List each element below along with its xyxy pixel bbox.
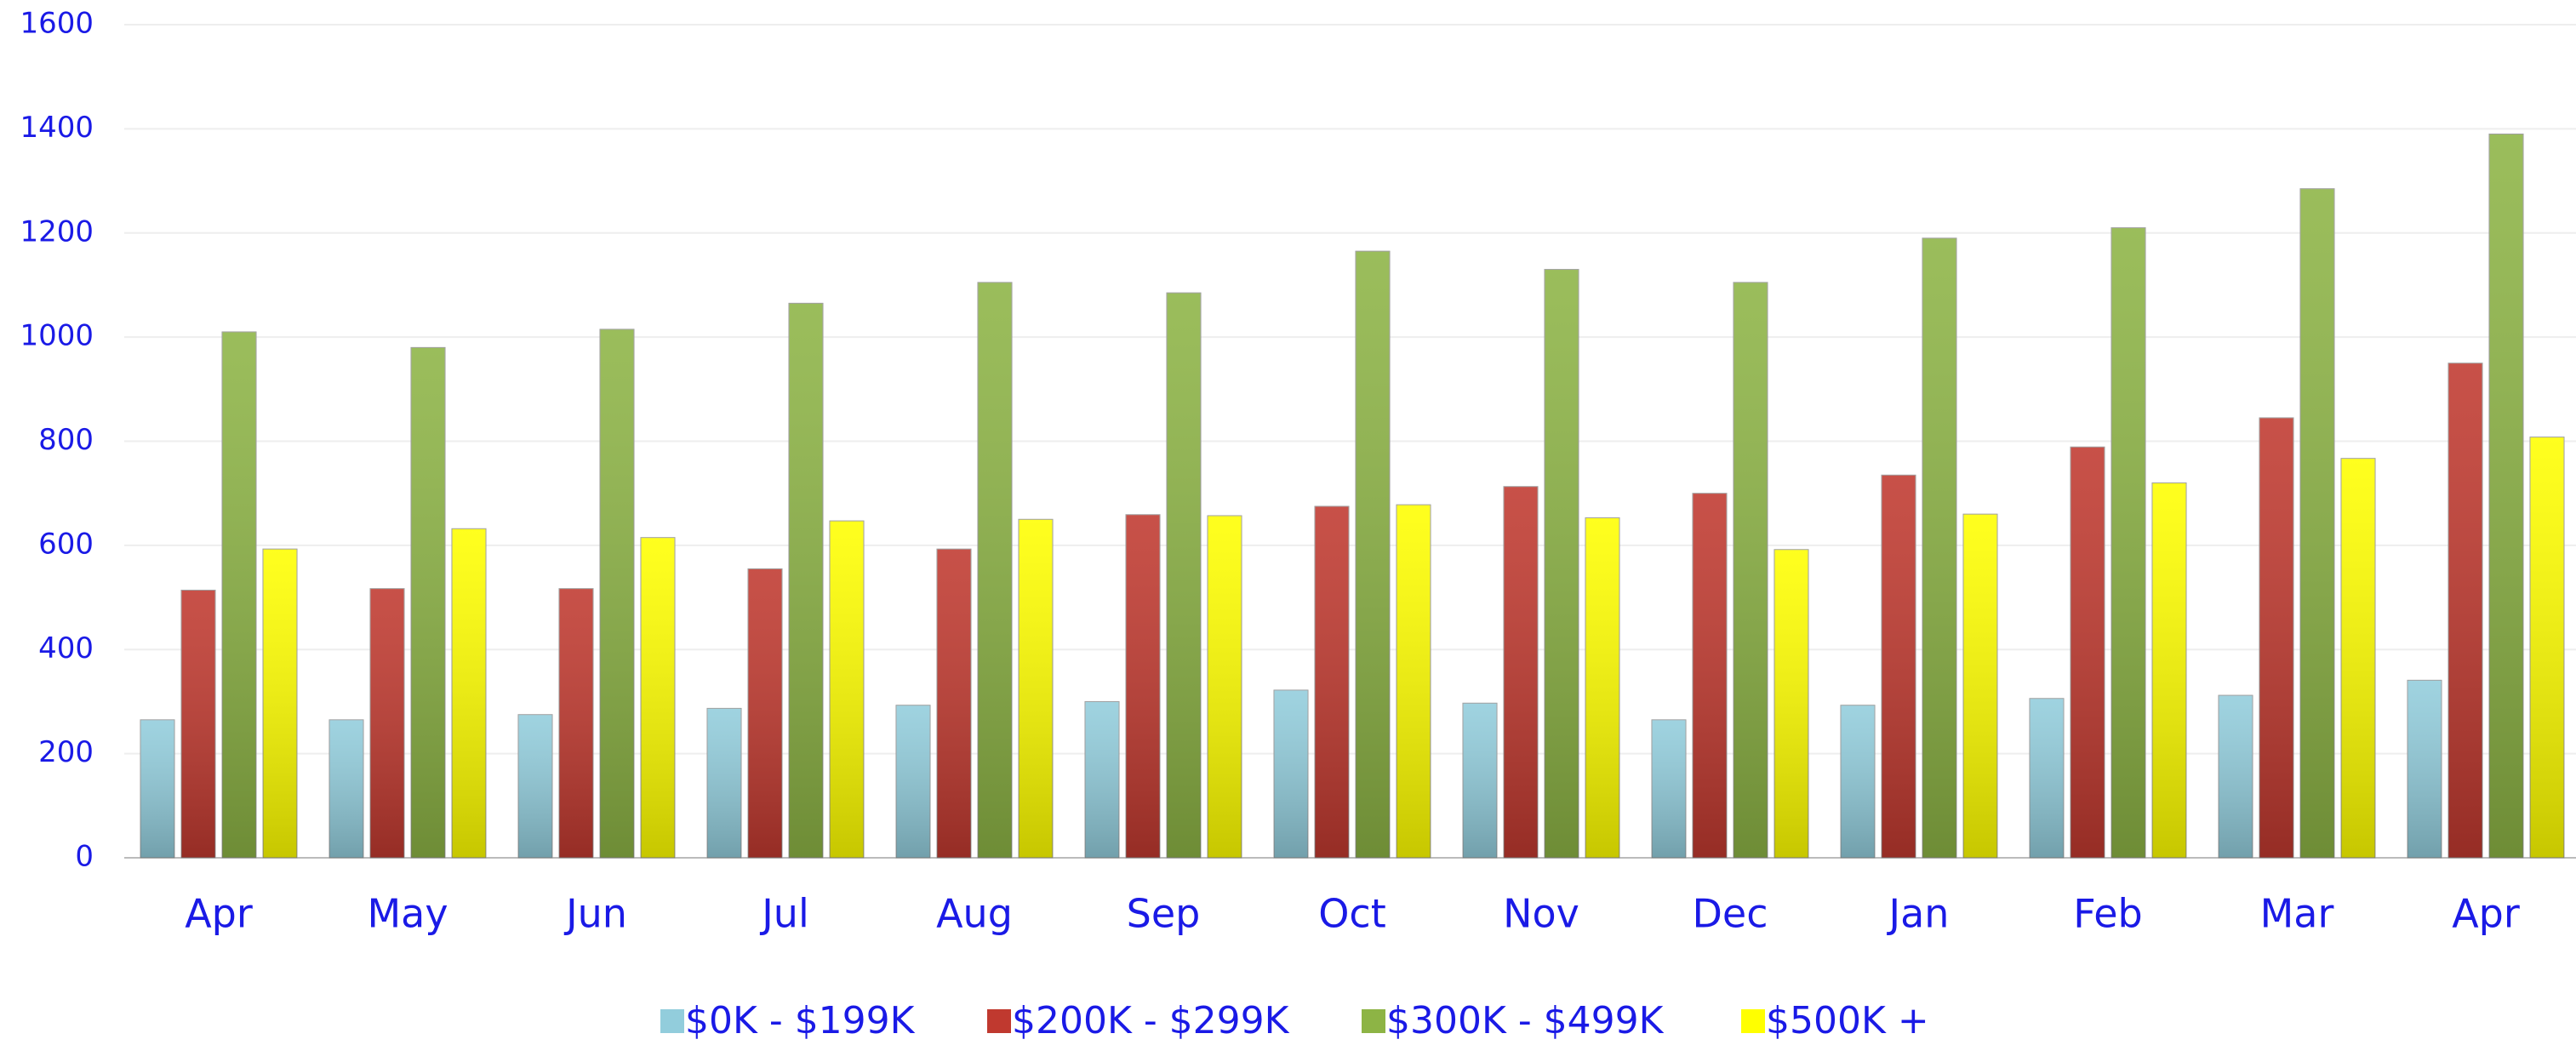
bar bbox=[2151, 482, 2187, 859]
bar bbox=[1651, 719, 1687, 859]
bar bbox=[328, 719, 364, 859]
legend-swatch bbox=[987, 1009, 1011, 1033]
bar bbox=[1585, 517, 1620, 859]
x-tick-label: Nov bbox=[1503, 891, 1579, 937]
bar bbox=[262, 548, 298, 859]
legend-swatch bbox=[1362, 1009, 1385, 1033]
y-tick-label: 1200 bbox=[20, 214, 94, 248]
bar bbox=[1207, 515, 1242, 859]
bar bbox=[936, 548, 972, 859]
bar bbox=[2029, 698, 2065, 859]
legend-label: $500K + bbox=[1766, 999, 1929, 1042]
bar bbox=[2447, 363, 2483, 859]
y-tick-label: 1000 bbox=[20, 319, 94, 353]
bar bbox=[1355, 250, 1391, 859]
bar bbox=[558, 588, 594, 859]
bar bbox=[1018, 518, 1054, 859]
x-tick-label: Apr bbox=[185, 891, 253, 937]
bar bbox=[180, 589, 216, 859]
bar bbox=[788, 302, 824, 859]
bar bbox=[1692, 493, 1728, 859]
x-tick-label: Jan bbox=[1887, 891, 1950, 937]
x-tick-label: Oct bbox=[1318, 891, 1386, 937]
bar bbox=[1881, 474, 1916, 859]
bar bbox=[1773, 549, 1809, 859]
y-tick-label: 600 bbox=[38, 527, 94, 561]
bar bbox=[1166, 292, 1202, 859]
legend-label: $300K - $499K bbox=[1386, 999, 1665, 1042]
bar bbox=[2340, 458, 2376, 859]
legend-label: $200K - $299K bbox=[1012, 999, 1290, 1042]
bar bbox=[1733, 282, 1768, 859]
legend-label: $0K - $199K bbox=[685, 999, 916, 1042]
bar bbox=[451, 528, 487, 859]
bar bbox=[140, 719, 175, 859]
bar bbox=[977, 282, 1013, 859]
bar bbox=[1922, 237, 1957, 859]
x-tick-label: May bbox=[367, 891, 448, 937]
bar bbox=[1125, 514, 1161, 859]
bar bbox=[2407, 679, 2442, 859]
y-tick-label: 1400 bbox=[20, 111, 94, 145]
bar bbox=[2259, 417, 2294, 859]
bar bbox=[829, 520, 865, 859]
bar bbox=[1962, 513, 1998, 859]
bar bbox=[706, 707, 742, 859]
bar bbox=[1503, 486, 1539, 859]
bar bbox=[599, 328, 635, 859]
bar bbox=[1544, 269, 1579, 859]
bar bbox=[1840, 705, 1876, 859]
y-tick-label: 1600 bbox=[20, 7, 94, 41]
bar bbox=[747, 568, 783, 859]
bar bbox=[2070, 446, 2105, 859]
bar bbox=[1273, 689, 1309, 859]
bar bbox=[221, 331, 257, 859]
bar bbox=[2488, 133, 2524, 859]
bar bbox=[2110, 227, 2146, 859]
y-tick-label: 800 bbox=[38, 423, 94, 457]
bar bbox=[1314, 505, 1350, 859]
bar bbox=[2529, 437, 2565, 859]
bar bbox=[1396, 504, 1431, 859]
y-tick-label: 400 bbox=[38, 631, 94, 665]
bar bbox=[2218, 694, 2253, 859]
bar bbox=[1462, 702, 1498, 859]
bar bbox=[1084, 700, 1120, 859]
bar bbox=[640, 537, 676, 859]
x-tick-label: Jun bbox=[563, 891, 627, 937]
x-tick-label: Mar bbox=[2260, 891, 2334, 937]
x-tick-label: Feb bbox=[2073, 891, 2142, 937]
x-tick-label: Sep bbox=[1127, 891, 1201, 937]
y-tick-label: 200 bbox=[38, 735, 94, 769]
x-tick-label: Dec bbox=[1692, 891, 1768, 937]
bar bbox=[410, 346, 446, 859]
bar bbox=[2299, 188, 2335, 859]
legend-swatch bbox=[1741, 1009, 1765, 1033]
bar bbox=[895, 705, 931, 859]
x-tick-label: Apr bbox=[2452, 891, 2520, 937]
bar bbox=[369, 588, 405, 859]
x-tick-label: Jul bbox=[759, 891, 809, 937]
legend-swatch bbox=[660, 1009, 684, 1033]
y-tick-label: 0 bbox=[75, 840, 94, 874]
x-tick-label: Aug bbox=[936, 891, 1013, 937]
bar bbox=[517, 714, 553, 859]
